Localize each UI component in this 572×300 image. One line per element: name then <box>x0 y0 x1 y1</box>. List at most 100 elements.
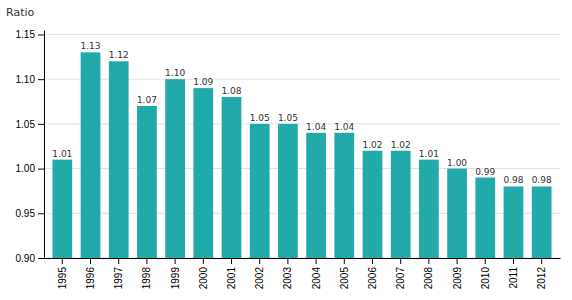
x-tick-label: 2006 <box>367 267 378 290</box>
data-label: 1.01 <box>419 149 439 159</box>
bar <box>81 52 101 258</box>
x-tick: 1997 <box>113 258 124 289</box>
x-tick: 2010 <box>480 258 491 289</box>
data-label: 0.99 <box>475 167 495 177</box>
x-tick-label: 2005 <box>339 267 350 290</box>
x-tick-label: 2002 <box>254 267 265 290</box>
x-tick-label: 1999 <box>170 267 181 290</box>
y-tick-label: 1.00 <box>16 163 36 174</box>
x-tick: 1995 <box>57 258 68 289</box>
x-tick-label: 2008 <box>423 267 434 290</box>
x-tick-mark <box>541 258 542 264</box>
grid <box>44 34 560 258</box>
x-tick-mark <box>316 258 317 264</box>
y-axis: 0.90 0.95 1.00 1.05 1.10 1.15 <box>16 29 45 264</box>
data-label: 1.05 <box>278 113 298 123</box>
y-tick: 1.05 <box>16 119 44 130</box>
x-tick-mark <box>259 258 260 264</box>
bar <box>109 61 129 258</box>
x-tick-mark <box>513 258 514 264</box>
bar <box>334 133 354 258</box>
y-tick: 1.15 <box>16 29 44 40</box>
bar <box>137 106 157 258</box>
x-axis-line <box>45 258 561 259</box>
x-tick-mark <box>231 258 232 264</box>
y-tick-mark <box>38 79 44 80</box>
x-tick-label: 1996 <box>85 267 96 290</box>
x-tick: 1996 <box>85 258 96 289</box>
bars <box>52 52 551 258</box>
x-tick-mark <box>400 258 401 264</box>
bar <box>222 97 242 258</box>
x-tick-label: 1995 <box>57 267 68 290</box>
x-tick: 2004 <box>311 258 322 289</box>
data-labels: 1.011.131.121.071.101.091.081.051.051.04… <box>52 41 552 185</box>
x-axis: 1995199619971998199920002001200220032004… <box>45 258 561 289</box>
x-tick-label: 2004 <box>311 267 322 290</box>
bar <box>306 133 326 258</box>
y-tick-label: 1.10 <box>16 74 36 85</box>
x-tick-mark <box>118 258 119 264</box>
bar <box>165 79 185 258</box>
x-tick: 2003 <box>282 258 293 289</box>
chart: 0.900.951.001.051.101.151995199619971998… <box>0 0 572 300</box>
data-label: 1.00 <box>447 158 467 168</box>
bar <box>532 186 552 258</box>
x-tick: 2006 <box>367 258 378 289</box>
x-tick-mark <box>428 258 429 264</box>
y-axis-line <box>44 31 45 259</box>
x-tick-label: 2012 <box>536 267 547 290</box>
y-tick-mark <box>38 213 44 214</box>
data-label: 1.01 <box>52 149 72 159</box>
data-label: 1.08 <box>221 86 241 96</box>
x-tick-mark <box>62 258 63 264</box>
x-tick-mark <box>203 258 204 264</box>
x-tick: 2007 <box>395 258 406 289</box>
grid-line <box>44 34 560 35</box>
bar <box>363 151 383 258</box>
data-label: 1.04 <box>306 122 326 132</box>
x-tick: 1999 <box>170 258 181 289</box>
bar <box>391 151 411 258</box>
y-tick-label: 1.05 <box>16 119 36 130</box>
y-tick-mark <box>38 34 44 35</box>
data-label: 0.98 <box>532 175 552 185</box>
x-tick: 2001 <box>226 258 237 289</box>
x-tick: 2005 <box>339 258 350 289</box>
x-tick: 2009 <box>452 258 463 289</box>
x-tick-mark <box>287 258 288 264</box>
bar <box>475 178 495 258</box>
bar <box>504 186 524 258</box>
data-label: 1.13 <box>81 41 101 51</box>
x-tick-label: 2007 <box>395 267 406 290</box>
bar <box>52 160 72 258</box>
x-tick: 2011 <box>508 258 519 289</box>
y-tick-label: 0.90 <box>16 253 36 264</box>
bar <box>193 88 213 258</box>
y-tick-mark <box>38 124 44 125</box>
x-tick-mark <box>372 258 373 264</box>
x-tick: 2012 <box>536 258 547 289</box>
plot: 0.900.951.001.051.101.151995199619971998… <box>16 29 561 289</box>
data-label: 1.04 <box>334 122 354 132</box>
y-tick-mark <box>38 258 44 259</box>
x-tick-label: 2001 <box>226 267 237 290</box>
y-tick-mark <box>38 169 44 170</box>
data-label: 1.12 <box>109 50 129 60</box>
x-tick-label: 2000 <box>198 267 209 290</box>
x-tick-mark <box>344 258 345 264</box>
y-tick-label: 1.15 <box>16 29 36 40</box>
data-label: 1.02 <box>362 140 382 150</box>
x-tick: 2008 <box>423 258 434 289</box>
data-label: 0.98 <box>503 175 523 185</box>
x-tick-label: 2003 <box>282 267 293 290</box>
y-axis-title: Ratio <box>6 6 35 19</box>
bar <box>250 124 270 258</box>
data-label: 1.02 <box>391 140 411 150</box>
y-tick: 0.95 <box>16 208 44 219</box>
bar <box>447 169 467 258</box>
y-tick: 1.00 <box>16 163 44 174</box>
data-label: 1.09 <box>193 77 213 87</box>
y-tick: 0.90 <box>16 253 44 264</box>
x-tick: 2002 <box>254 258 265 289</box>
